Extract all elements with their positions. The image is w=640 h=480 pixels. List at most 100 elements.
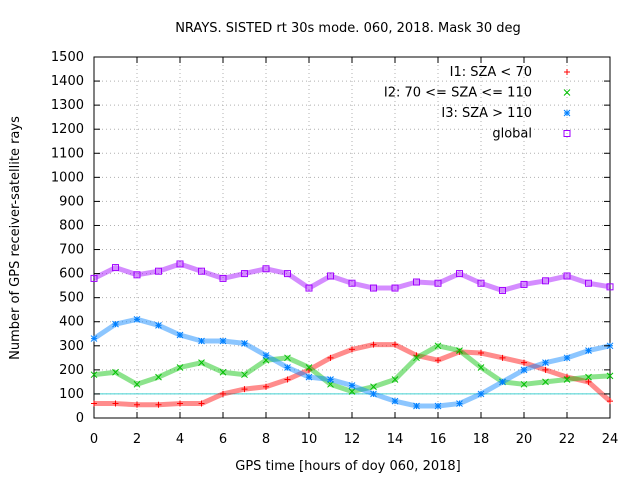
data-point xyxy=(241,270,248,278)
data-point xyxy=(133,315,141,323)
data-point xyxy=(370,383,377,391)
data-point xyxy=(112,400,119,407)
data-point xyxy=(434,342,442,350)
legend-label: I3: SZA > 110 xyxy=(441,106,532,121)
data-point xyxy=(112,264,119,272)
data-point xyxy=(370,341,377,348)
data-point xyxy=(176,260,184,268)
data-point xyxy=(348,388,356,395)
x-axis-label: GPS time [hours of doy 060, 2018] xyxy=(235,459,460,474)
x-tick-label: 0 xyxy=(90,432,98,447)
grid xyxy=(94,57,610,418)
data-point xyxy=(176,364,184,371)
data-point xyxy=(456,348,463,355)
legend-item: I2: 70 <= SZA <= 110 xyxy=(384,86,571,101)
data-point xyxy=(241,371,248,379)
data-point xyxy=(477,390,485,398)
data-point xyxy=(391,397,399,405)
data-point xyxy=(521,359,527,366)
data-point xyxy=(198,400,205,407)
data-point xyxy=(219,368,227,376)
x-tick-label: 24 xyxy=(602,432,619,447)
data-point xyxy=(262,265,270,273)
y-tick-label: 1000 xyxy=(51,170,84,185)
data-point xyxy=(198,359,205,367)
legend: I1: SZA < 70 I2: 70 <= SZA <= 110 I3: SZA … xyxy=(384,65,571,142)
data-point xyxy=(327,272,334,280)
data-point xyxy=(327,380,334,388)
series-band xyxy=(92,261,611,293)
y-tick-label: 200 xyxy=(59,363,84,378)
data-point xyxy=(305,284,313,292)
y-tick-label: 400 xyxy=(59,315,84,330)
series-i3-sza-110 xyxy=(90,315,614,410)
data-point xyxy=(585,373,592,381)
data-point xyxy=(520,380,528,388)
data-point xyxy=(176,331,184,339)
legend-item: global xyxy=(492,127,571,142)
data-point xyxy=(499,354,506,361)
data-point xyxy=(305,364,313,371)
data-point xyxy=(542,277,549,285)
y-tick-label: 300 xyxy=(59,339,84,354)
data-point xyxy=(520,366,528,374)
data-point xyxy=(542,359,549,367)
data-point xyxy=(477,364,485,371)
data-point xyxy=(263,383,269,390)
data-point xyxy=(262,352,270,359)
data-point xyxy=(284,354,291,362)
data-point xyxy=(477,279,485,287)
data-point xyxy=(155,321,162,329)
data-point xyxy=(112,368,119,376)
data-point xyxy=(284,364,291,371)
x-tick-label: 20 xyxy=(516,432,533,447)
data-point xyxy=(499,286,506,294)
legend-label: I1: SZA < 70 xyxy=(450,65,532,80)
data-point xyxy=(112,320,119,328)
legend-label: global xyxy=(492,127,532,142)
data-point xyxy=(327,354,334,361)
data-point xyxy=(542,366,549,373)
x-tick-label: 14 xyxy=(387,432,404,447)
legend-marker xyxy=(563,109,571,117)
x-tick-label: 4 xyxy=(176,432,184,447)
data-point xyxy=(542,378,549,386)
data-point xyxy=(220,390,226,397)
data-point xyxy=(90,335,98,342)
y-tick-label: 1400 xyxy=(51,74,84,89)
x-tick-label: 12 xyxy=(344,432,361,447)
data-point xyxy=(198,337,205,345)
x-tick-label: 6 xyxy=(219,432,227,447)
y-tick-label: 500 xyxy=(59,291,84,306)
data-point xyxy=(499,378,506,386)
data-point xyxy=(177,400,183,407)
data-point xyxy=(413,278,420,286)
data-point xyxy=(392,341,398,348)
data-point xyxy=(391,284,399,292)
data-point xyxy=(607,398,613,405)
data-point xyxy=(370,284,377,292)
data-point xyxy=(284,270,291,278)
data-point xyxy=(370,390,377,398)
legend-marker xyxy=(563,89,571,96)
data-point xyxy=(134,401,140,408)
ticks: 0100200300400500600700800900100011001200… xyxy=(51,50,618,447)
data-point xyxy=(241,386,248,393)
data-point xyxy=(413,402,420,410)
data-point xyxy=(413,354,420,362)
legend-marker xyxy=(563,130,571,137)
y-tick-label: 900 xyxy=(59,194,84,209)
y-tick-label: 1500 xyxy=(51,50,84,65)
data-point xyxy=(198,267,205,275)
data-point xyxy=(563,376,571,383)
legend-item: I1: SZA < 70 xyxy=(450,65,570,80)
data-point xyxy=(349,346,355,353)
data-point xyxy=(348,279,356,287)
data-point xyxy=(606,372,614,380)
data-point xyxy=(478,350,484,357)
data-point xyxy=(305,373,313,381)
legend-item: I3: SZA > 110 xyxy=(441,106,571,121)
data-point xyxy=(456,400,463,407)
series-global xyxy=(90,260,614,294)
data-point xyxy=(585,279,592,287)
